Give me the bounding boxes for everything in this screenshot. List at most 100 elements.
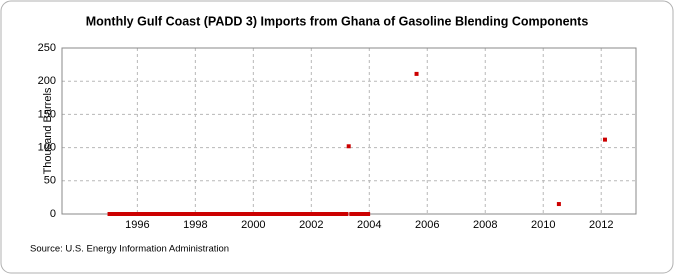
point [334, 212, 339, 216]
point [160, 212, 165, 216]
x-tick-label: 1998 [183, 219, 207, 231]
point [339, 212, 344, 216]
point [264, 212, 269, 216]
point [358, 212, 363, 216]
point [252, 212, 257, 216]
point [310, 212, 315, 216]
point [305, 212, 310, 216]
x-tick-label: 2004 [357, 219, 381, 231]
point [122, 212, 127, 216]
y-tick-label: 50 [44, 175, 56, 187]
point [182, 212, 187, 216]
point [322, 212, 327, 216]
y-tick-label: 200 [38, 75, 56, 87]
point [197, 212, 202, 216]
point [221, 212, 226, 216]
x-tick-label: 1996 [125, 219, 149, 231]
point [213, 212, 218, 216]
point [353, 212, 358, 216]
point [363, 212, 368, 216]
point [414, 71, 419, 76]
point [136, 212, 141, 216]
point [332, 212, 337, 216]
point [344, 212, 349, 216]
point [151, 212, 156, 216]
point [158, 212, 163, 216]
y-tick-label: 250 [38, 42, 56, 54]
point [351, 212, 356, 216]
point [206, 212, 211, 216]
point [247, 212, 252, 216]
point [349, 212, 354, 216]
point [172, 212, 177, 216]
point [288, 212, 293, 216]
y-tick-label: 0 [50, 208, 56, 220]
point [168, 212, 173, 216]
point [298, 212, 303, 216]
point [329, 212, 334, 216]
point [184, 212, 189, 216]
point [274, 212, 279, 216]
point [228, 212, 233, 216]
point [303, 212, 308, 216]
point [131, 212, 136, 216]
point [259, 212, 264, 216]
point [163, 212, 168, 216]
point [271, 212, 276, 216]
point [180, 212, 185, 216]
point [291, 212, 296, 216]
point [324, 212, 329, 216]
point [209, 212, 214, 216]
point [269, 212, 274, 216]
point [165, 212, 170, 216]
point [187, 212, 192, 216]
point [346, 144, 351, 149]
point [204, 212, 209, 216]
point [602, 137, 607, 142]
point [266, 212, 271, 216]
point [216, 212, 221, 216]
point [293, 212, 298, 216]
point [245, 212, 250, 216]
point [233, 212, 238, 216]
point [201, 212, 206, 216]
point [230, 212, 235, 216]
point [155, 212, 160, 216]
point [189, 212, 194, 216]
x-tick-label: 2010 [531, 219, 555, 231]
point [211, 212, 216, 216]
x-tick-label: 2006 [415, 219, 439, 231]
point [235, 212, 240, 216]
point [129, 212, 134, 216]
point [218, 212, 223, 216]
point [153, 212, 158, 216]
point [281, 212, 286, 216]
point [342, 212, 347, 216]
point [114, 212, 119, 216]
point [250, 212, 255, 216]
point [366, 212, 371, 216]
point [295, 212, 300, 216]
point [107, 212, 112, 216]
point [194, 212, 199, 216]
point [192, 212, 197, 216]
point [126, 212, 131, 216]
point [327, 212, 332, 216]
point [117, 212, 122, 216]
point [226, 212, 231, 216]
point [124, 212, 129, 216]
point [300, 212, 305, 216]
point [112, 212, 117, 216]
point [262, 212, 267, 216]
point [315, 212, 320, 216]
y-tick-label: 100 [38, 142, 56, 154]
x-tick-label: 2000 [241, 219, 265, 231]
point [119, 212, 124, 216]
point [276, 212, 281, 216]
point [242, 212, 247, 216]
point [313, 212, 318, 216]
point [556, 202, 561, 207]
x-tick-label: 2002 [299, 219, 323, 231]
